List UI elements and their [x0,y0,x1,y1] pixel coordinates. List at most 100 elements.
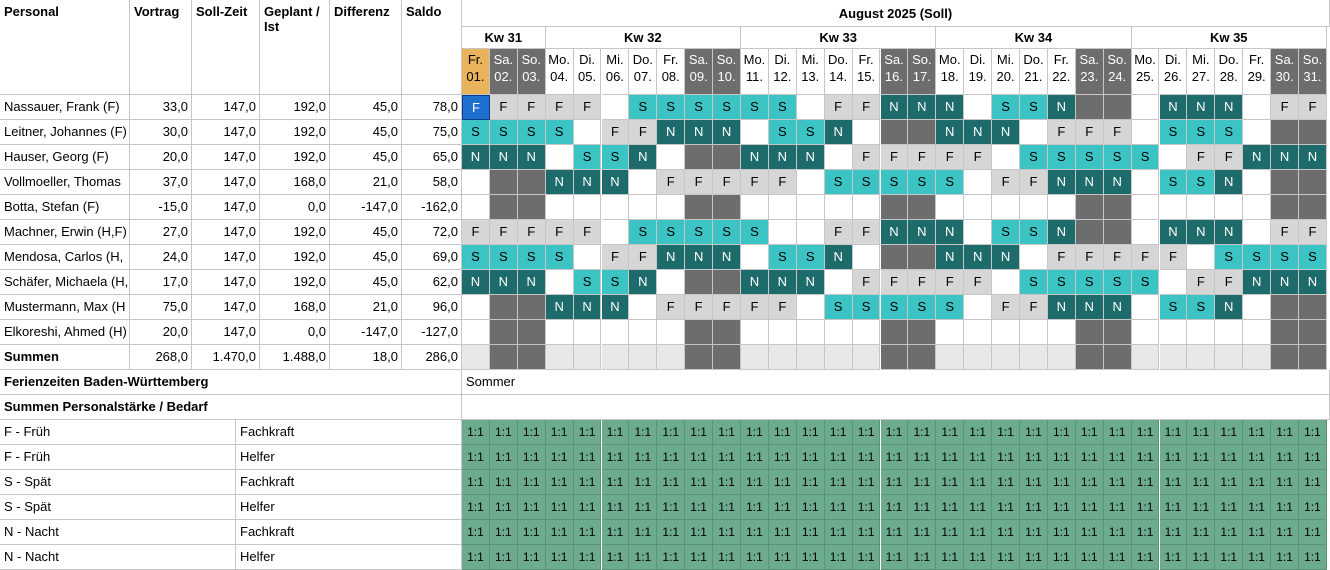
shift-cell[interactable]: F [1215,270,1244,295]
shift-cell[interactable]: F [1103,245,1132,270]
shift-cell[interactable] [685,145,714,170]
shift-cell[interactable] [741,320,769,345]
staerke-ratio-cell[interactable]: 1:1 [657,520,686,545]
staerke-ratio-cell[interactable]: 1:1 [545,470,574,495]
staerke-ratio-cell[interactable]: 1:1 [685,495,714,520]
staerke-ratio-cell[interactable]: 1:1 [964,445,993,470]
shift-cell[interactable] [545,195,574,220]
shift-cell[interactable]: F [768,170,797,195]
staerke-ratio-cell[interactable]: 1:1 [1159,545,1188,570]
shift-cell[interactable] [601,95,630,120]
shift-cell[interactable]: N [1187,220,1216,245]
shift-cell[interactable]: S [936,295,965,320]
staerke-ratio-cell[interactable]: 1:1 [1047,445,1076,470]
shift-cell[interactable]: N [1215,170,1244,195]
shift-cell[interactable]: F [517,95,546,120]
staerke-ratio-cell[interactable]: 1:1 [964,420,993,445]
staerke-ratio-cell[interactable]: 1:1 [1047,420,1076,445]
staerke-ratio-cell[interactable]: 1:1 [768,420,797,445]
staerke-ratio-cell[interactable]: 1:1 [824,445,853,470]
shift-cell[interactable]: S [796,120,825,145]
shift-cell[interactable]: N [462,270,490,295]
shift-cell[interactable]: N [964,245,993,270]
staerke-ratio-cell[interactable]: 1:1 [908,470,937,495]
staerke-ratio-cell[interactable]: 1:1 [545,445,574,470]
day-header[interactable]: Do. 07. [629,49,658,95]
shift-cell[interactable]: F [1103,120,1132,145]
staerke-ratio-cell[interactable]: 1:1 [992,445,1020,470]
staerke-ratio-cell[interactable]: 1:1 [1103,445,1132,470]
shift-cell[interactable]: S [517,245,546,270]
shift-cell[interactable]: F [517,220,546,245]
staerke-ratio-cell[interactable]: 1:1 [573,495,602,520]
shift-cell[interactable] [992,195,1020,220]
shift-cell[interactable]: S [1047,270,1076,295]
shift-cell[interactable]: N [601,295,630,320]
shift-cell[interactable] [1103,195,1132,220]
shift-cell[interactable]: S [685,95,714,120]
shift-cell[interactable]: N [629,270,658,295]
shift-cell[interactable] [1243,95,1272,120]
staerke-ratio-cell[interactable]: 1:1 [1159,520,1188,545]
staerke-ratio-cell[interactable]: 1:1 [796,420,825,445]
shift-cell[interactable]: F [462,220,490,245]
shift-cell[interactable]: S [768,245,797,270]
staerke-ratio-cell[interactable]: 1:1 [1020,470,1048,495]
shift-cell[interactable]: F [1131,245,1160,270]
day-header[interactable]: Di. 05. [573,49,602,95]
shift-cell[interactable] [545,270,574,295]
shift-cell[interactable]: S [741,95,769,120]
day-header[interactable]: Mi. 13. [796,49,825,95]
shift-cell[interactable] [796,320,825,345]
shift-cell[interactable]: N [629,145,658,170]
staerke-ratio-cell[interactable]: 1:1 [573,445,602,470]
staerke-ratio-cell[interactable]: 1:1 [1299,520,1327,545]
staerke-ratio-cell[interactable]: 1:1 [1215,495,1244,520]
staerke-ratio-cell[interactable]: 1:1 [741,520,769,545]
shift-cell[interactable] [1243,295,1272,320]
shift-cell[interactable]: F [545,220,574,245]
shift-cell[interactable] [1103,320,1132,345]
shift-cell[interactable] [908,120,937,145]
shift-cell[interactable] [1187,320,1216,345]
shift-cell[interactable]: N [462,145,490,170]
shift-cell[interactable] [657,320,686,345]
shift-cell[interactable] [629,295,658,320]
shift-cell[interactable] [462,195,490,220]
shift-cell[interactable]: N [1243,270,1272,295]
employee-name[interactable]: Elkoreshi, Ahmed (H) [0,320,130,345]
shift-cell[interactable]: F [685,295,714,320]
shift-cell[interactable]: F [573,95,602,120]
shift-cell[interactable]: S [768,95,797,120]
shift-cell[interactable]: N [936,95,965,120]
shift-cell[interactable]: F [1299,95,1327,120]
shift-cell[interactable]: S [1299,245,1327,270]
staerke-ratio-cell[interactable]: 1:1 [685,470,714,495]
shift-cell[interactable] [880,245,909,270]
staerke-ratio-cell[interactable]: 1:1 [1271,420,1299,445]
staerke-ratio-cell[interactable]: 1:1 [936,445,965,470]
shift-cell[interactable] [908,320,937,345]
day-header[interactable]: Mo. 04. [545,49,574,95]
staerke-ratio-cell[interactable]: 1:1 [489,445,518,470]
staerke-ratio-cell[interactable]: 1:1 [601,470,630,495]
staerke-ratio-cell[interactable]: 1:1 [573,470,602,495]
shift-cell[interactable] [824,270,853,295]
shift-cell[interactable]: F [462,95,490,120]
staerke-ratio-cell[interactable]: 1:1 [713,420,741,445]
staerke-ratio-cell[interactable]: 1:1 [517,520,546,545]
staerke-ratio-cell[interactable]: 1:1 [824,470,853,495]
shift-cell[interactable] [517,295,546,320]
day-header[interactable]: Di. 26. [1159,49,1188,95]
day-header[interactable]: Sa. 16. [880,49,909,95]
staerke-ratio-cell[interactable]: 1:1 [573,520,602,545]
shift-cell[interactable]: S [992,95,1020,120]
staerke-ratio-cell[interactable]: 1:1 [1020,545,1048,570]
staerke-ratio-cell[interactable]: 1:1 [1020,445,1048,470]
shift-cell[interactable]: S [908,295,937,320]
staerke-ratio-cell[interactable]: 1:1 [1131,520,1160,545]
staerke-ratio-cell[interactable]: 1:1 [824,545,853,570]
staerke-ratio-cell[interactable]: 1:1 [462,520,490,545]
staerke-ratio-cell[interactable]: 1:1 [1075,520,1104,545]
shift-cell[interactable] [1299,170,1327,195]
